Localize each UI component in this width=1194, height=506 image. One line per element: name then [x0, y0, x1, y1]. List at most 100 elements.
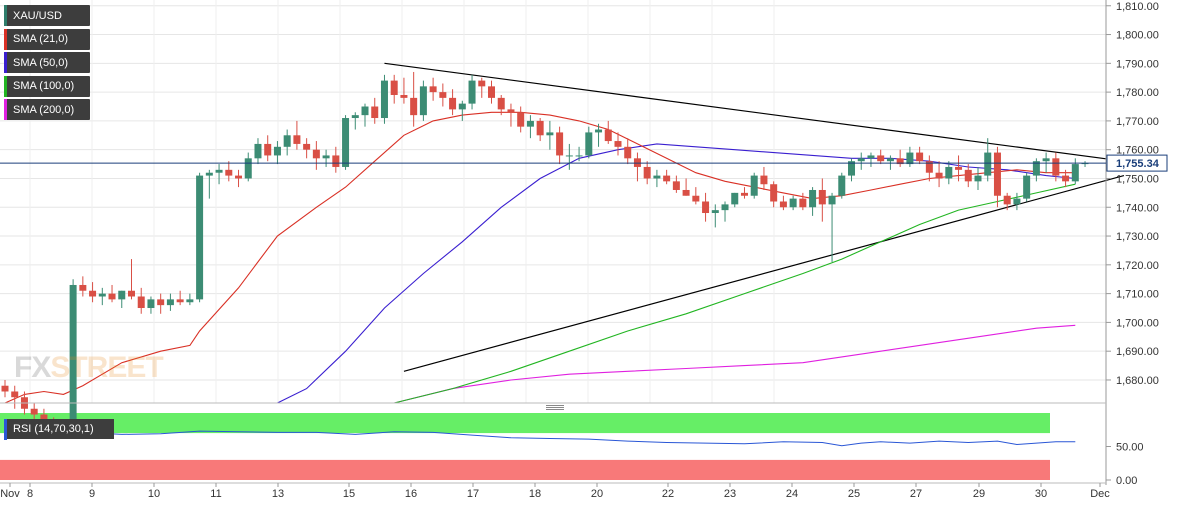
candle-body — [1042, 158, 1050, 162]
candle-body — [1032, 161, 1040, 176]
x-tick-label: 16 — [405, 488, 417, 500]
candle-body — [40, 414, 48, 424]
x-tick-label: Nov — [0, 488, 20, 500]
candle-body — [205, 172, 213, 176]
candle-body — [526, 120, 534, 127]
trendline — [403, 175, 1125, 372]
legend-item-sma21[interactable]: SMA (21,0) — [4, 28, 90, 50]
x-tick-label: 25 — [848, 488, 860, 500]
candle-body — [809, 189, 817, 208]
candle-body — [98, 293, 106, 297]
candle-body — [497, 97, 505, 110]
candle-body — [653, 175, 661, 179]
candle-body — [186, 299, 194, 303]
candle-body — [672, 181, 680, 190]
x-tick-label: 8 — [27, 488, 33, 500]
candle-body — [867, 155, 875, 159]
candle-body — [974, 175, 982, 182]
candle-body — [458, 103, 466, 110]
candle-body — [702, 201, 710, 214]
trendlines — [384, 62, 1125, 372]
y-tick-label: 1,810.00 — [1116, 1, 1159, 13]
legend-swatch — [4, 75, 7, 97]
legend-item-sma50[interactable]: SMA (50,0) — [4, 52, 90, 73]
candle-body — [361, 106, 369, 116]
candle-body — [711, 210, 719, 214]
candle-body — [906, 152, 914, 165]
panel-resize-handle[interactable] — [546, 405, 564, 411]
candle-body — [410, 97, 418, 116]
current-price-label: 1,755.34 — [1116, 158, 1160, 170]
x-tick-label: 22 — [662, 488, 674, 500]
candle-body — [828, 195, 836, 205]
legend-item-sma100[interactable]: SMA (100,0) — [4, 75, 90, 97]
candle-body — [935, 172, 943, 179]
candle-body — [1, 385, 9, 392]
rsi-tick-label: 50.00 — [1116, 442, 1144, 454]
rsi-legend-label: RSI (14,70,30,1) — [13, 423, 94, 435]
y-tick-label: 1,730.00 — [1116, 231, 1159, 243]
y-tick-label: 1,770.00 — [1116, 116, 1159, 128]
candle-body — [371, 106, 379, 119]
candle-body — [176, 299, 184, 303]
candle-body — [896, 158, 904, 165]
legend-item-sma200[interactable]: SMA (200,0) — [4, 99, 90, 120]
legend-label: XAU/USD — [13, 9, 62, 22]
candle-body — [993, 152, 1001, 196]
x-tick-label: 9 — [89, 488, 95, 500]
candle-body — [244, 158, 252, 179]
candle-body — [848, 161, 856, 176]
candle-body — [157, 299, 165, 306]
candle-body — [79, 284, 87, 291]
candle-body — [614, 141, 622, 147]
candle-body — [235, 175, 243, 179]
candle-body — [439, 92, 447, 98]
candle-body — [30, 408, 38, 415]
x-tick-label: 20 — [591, 488, 603, 500]
candle-body — [293, 135, 301, 144]
x-tick-label: 15 — [343, 488, 355, 500]
y-axis: 1,680.00 1,690.00 1,700.00 1,710.00 1,720.00… — [0, 0, 1159, 487]
legend-label: SMA (200,0) — [13, 103, 75, 116]
y-tick-label: 1,750.00 — [1116, 173, 1159, 185]
candle-body — [1062, 175, 1070, 182]
fxstreet-watermark: FXSTREET — [14, 351, 164, 384]
candle-body — [312, 149, 320, 159]
candle-body — [108, 293, 116, 300]
candle-body — [779, 201, 787, 208]
trendline — [384, 62, 1125, 162]
candle-body — [604, 129, 612, 142]
y-tick-label: 1,710.00 — [1116, 289, 1159, 301]
x-tick-label: 27 — [910, 488, 922, 500]
candle-body — [818, 189, 826, 205]
candle-body — [857, 158, 865, 162]
candle-body — [546, 132, 554, 136]
candle-body — [886, 158, 894, 162]
candle-body — [556, 132, 564, 156]
candle-body — [682, 189, 690, 196]
y-tick-label: 1,740.00 — [1116, 202, 1159, 214]
legend-swatch — [4, 28, 7, 50]
candle-body — [692, 195, 700, 202]
candle-body — [332, 155, 340, 167]
candle-body — [419, 86, 427, 116]
candle-body — [955, 166, 963, 170]
legend-swatch — [4, 99, 7, 120]
candle-body — [127, 290, 135, 297]
candle-body — [254, 143, 262, 159]
candle-body — [166, 299, 174, 306]
candle-body — [1023, 175, 1031, 199]
candle-body — [984, 152, 992, 176]
rsi-line — [4, 430, 1076, 447]
legend-item-rsi[interactable]: RSI (14,70,30,1) — [4, 418, 114, 440]
x-tick-label: 11 — [210, 488, 221, 500]
candle-body — [147, 299, 155, 309]
x-tick-label: 23 — [724, 488, 736, 500]
candle-body — [595, 129, 603, 133]
x-tick-label: Dec — [1090, 488, 1110, 500]
legend-item-symbol[interactable]: XAU/USD — [4, 5, 90, 26]
candle-body — [624, 146, 632, 159]
y-tick-label: 1,790.00 — [1116, 58, 1159, 70]
sma200-line — [394, 324, 1076, 404]
